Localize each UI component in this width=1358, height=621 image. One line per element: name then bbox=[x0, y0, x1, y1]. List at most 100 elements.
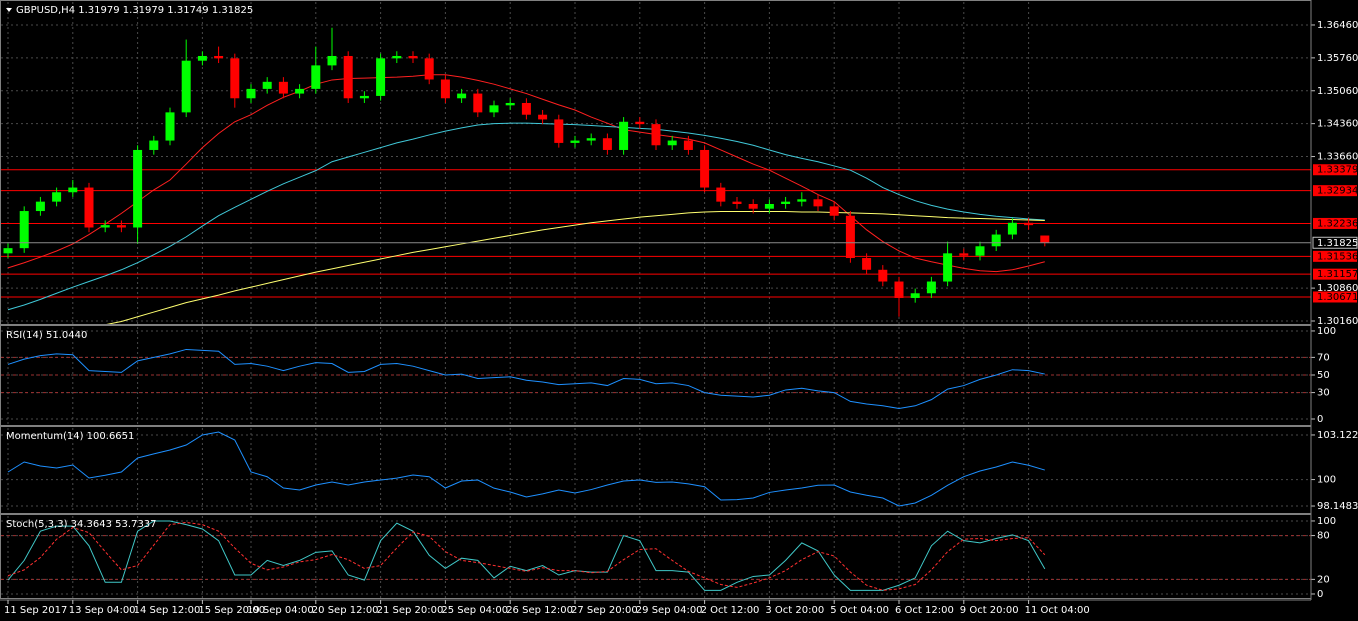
candle-body bbox=[246, 88, 256, 99]
candle-body bbox=[926, 281, 936, 294]
level-label: 1.33379 bbox=[1317, 165, 1358, 176]
y-tick-label: 1.30160 bbox=[1317, 316, 1358, 327]
y-tick-label: 1.34360 bbox=[1317, 119, 1358, 130]
candle-body bbox=[214, 55, 224, 59]
candle-body bbox=[440, 79, 450, 99]
candle-body bbox=[408, 55, 418, 59]
x-tick-label: 15 Sep 20:00 bbox=[198, 605, 265, 616]
x-tick-label: 6 Oct 12:00 bbox=[895, 605, 954, 616]
x-tick-label: 29 Sep 04:00 bbox=[636, 605, 703, 616]
candle-body bbox=[311, 65, 321, 89]
x-tick-label: 27 Sep 20:00 bbox=[571, 605, 638, 616]
candle-body bbox=[554, 119, 564, 143]
candle-body bbox=[1007, 222, 1017, 235]
level-label-box bbox=[1313, 268, 1357, 280]
candle-body bbox=[165, 112, 175, 141]
candle-body bbox=[975, 246, 985, 256]
indicator-line bbox=[7, 521, 1046, 591]
y-tick-label: 30 bbox=[1317, 388, 1330, 399]
panel-title: RSI(14) 51.0440 bbox=[6, 330, 87, 341]
y-tick-label: 100 bbox=[1317, 326, 1336, 337]
y-tick-label: 1.33660 bbox=[1317, 152, 1358, 163]
candle-body bbox=[991, 234, 1001, 247]
x-tick-label: 9 Oct 20:00 bbox=[960, 605, 1019, 616]
candle-body bbox=[878, 269, 888, 282]
candle-body bbox=[52, 192, 62, 202]
candle-body bbox=[797, 199, 807, 202]
y-tick-label: 1.35060 bbox=[1317, 86, 1358, 97]
candle-body bbox=[35, 201, 45, 212]
candle-body bbox=[149, 140, 159, 150]
candle-body bbox=[910, 293, 920, 298]
candle-body bbox=[651, 124, 661, 146]
candle-body bbox=[570, 140, 580, 143]
y-tick-label: 100 bbox=[1317, 475, 1336, 486]
candle-body bbox=[295, 88, 305, 94]
candle-body bbox=[700, 149, 710, 188]
candle-body bbox=[1024, 222, 1034, 226]
indicator-line bbox=[7, 520, 1046, 591]
candle-body bbox=[781, 201, 791, 204]
candle-body bbox=[359, 95, 369, 99]
x-tick-label: 13 Sep 04:00 bbox=[69, 605, 136, 616]
y-tick-label: 0 bbox=[1317, 414, 1323, 425]
panel-title: Momentum(14) 100.6651 bbox=[6, 431, 134, 442]
candle-body bbox=[829, 206, 839, 216]
level-label: 1.32236 bbox=[1317, 218, 1358, 229]
level-label-box bbox=[1313, 250, 1357, 262]
last-price-label: 1.31825 bbox=[1317, 238, 1358, 249]
y-tick-label: 100 bbox=[1317, 516, 1336, 527]
candle-body bbox=[327, 55, 337, 66]
candle-body bbox=[667, 140, 677, 146]
indicator-line bbox=[7, 348, 1045, 409]
y-tick-label: 20 bbox=[1317, 574, 1330, 585]
candle-body bbox=[732, 201, 742, 204]
chart-title: GBPUSD,H4 1.31979 1.31979 1.31749 1.3182… bbox=[16, 5, 253, 16]
y-tick-label: 103.1223 bbox=[1317, 430, 1358, 441]
candle-body bbox=[635, 121, 645, 125]
y-tick-label: 1.30860 bbox=[1317, 283, 1358, 294]
x-tick-label: 21 Sep 20:00 bbox=[377, 605, 444, 616]
candle-body bbox=[959, 253, 969, 256]
candle-body bbox=[3, 248, 13, 254]
y-tick-label: 50 bbox=[1317, 370, 1330, 381]
level-label-box bbox=[1313, 164, 1357, 176]
candle-body bbox=[489, 105, 499, 113]
candle-body bbox=[521, 102, 531, 115]
indicator-line bbox=[7, 431, 1045, 507]
x-tick-label: 20 Sep 12:00 bbox=[312, 605, 379, 616]
y-tick-label: 98.1483 bbox=[1317, 501, 1358, 512]
x-tick-label: 14 Sep 12:00 bbox=[134, 605, 201, 616]
candle-body bbox=[197, 55, 207, 61]
panel-title: Stoch(5,3,3) 34.3643 53.7337 bbox=[6, 519, 157, 530]
candle-body bbox=[262, 81, 272, 89]
candle-body bbox=[845, 215, 855, 259]
candle-body bbox=[943, 253, 953, 282]
candle-body bbox=[376, 58, 386, 96]
level-label-box bbox=[1313, 217, 1357, 229]
x-tick-label: 3 Oct 20:00 bbox=[765, 605, 824, 616]
y-tick-label: 70 bbox=[1317, 352, 1330, 363]
title-triangle bbox=[6, 8, 12, 12]
candle-body bbox=[392, 55, 402, 59]
x-tick-label: 11 Oct 04:00 bbox=[1025, 605, 1090, 616]
candle-body bbox=[748, 203, 758, 209]
level-label: 1.32934 bbox=[1317, 186, 1358, 197]
candle-body bbox=[473, 93, 483, 113]
level-label-box bbox=[1313, 185, 1357, 197]
candle-body bbox=[68, 187, 78, 193]
level-label-box bbox=[1313, 291, 1357, 303]
level-label: 1.31536 bbox=[1317, 251, 1358, 262]
last-price-box bbox=[1312, 236, 1358, 249]
candle-body bbox=[505, 102, 515, 106]
candle-body bbox=[457, 93, 467, 99]
x-tick-label: 26 Sep 12:00 bbox=[506, 605, 573, 616]
panel-plot bbox=[1, 428, 1311, 513]
candle-body bbox=[181, 60, 191, 113]
candle-body bbox=[343, 55, 353, 99]
candle-body bbox=[602, 138, 612, 150]
candle-body bbox=[1040, 235, 1050, 243]
x-tick-label: 5 Oct 04:00 bbox=[830, 605, 889, 616]
